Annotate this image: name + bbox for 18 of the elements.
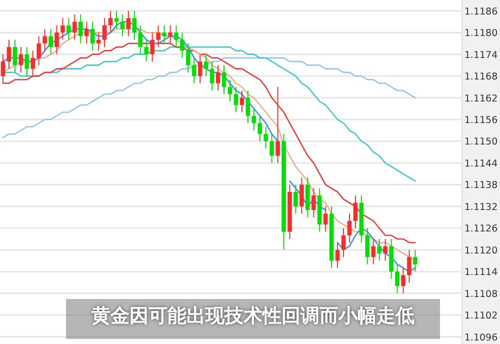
y-tick-label: 1.1162 [464, 93, 498, 104]
y-tick-label: 1.1096 [464, 332, 498, 344]
y-tick-label: 1.1126 [464, 224, 498, 235]
y-tick-label: 1.1186 [464, 6, 498, 18]
y-tick-label: 1.1150 [464, 136, 498, 148]
line-series [2, 57, 416, 138]
y-tick-label: 1.1120 [464, 245, 498, 256]
y-tick-label: 1.1138 [464, 180, 498, 192]
y-tick-label: 1.1102 [464, 310, 498, 322]
y-tick-label: 1.1108 [464, 288, 498, 300]
y-tick-label: 1.1114 [464, 267, 498, 278]
y-tick-label: 1.1174 [464, 50, 498, 61]
y-tick-label: 1.1156 [464, 114, 498, 126]
y-tick-label: 1.1132 [464, 202, 498, 213]
text: 黄金因可能出现技术性回调而小幅走低 [66, 299, 440, 339]
y-tick-label: 1.1144 [464, 158, 498, 170]
y-tick-label: 1.1168 [464, 72, 498, 83]
y-tick-label: 1.1180 [464, 28, 498, 40]
